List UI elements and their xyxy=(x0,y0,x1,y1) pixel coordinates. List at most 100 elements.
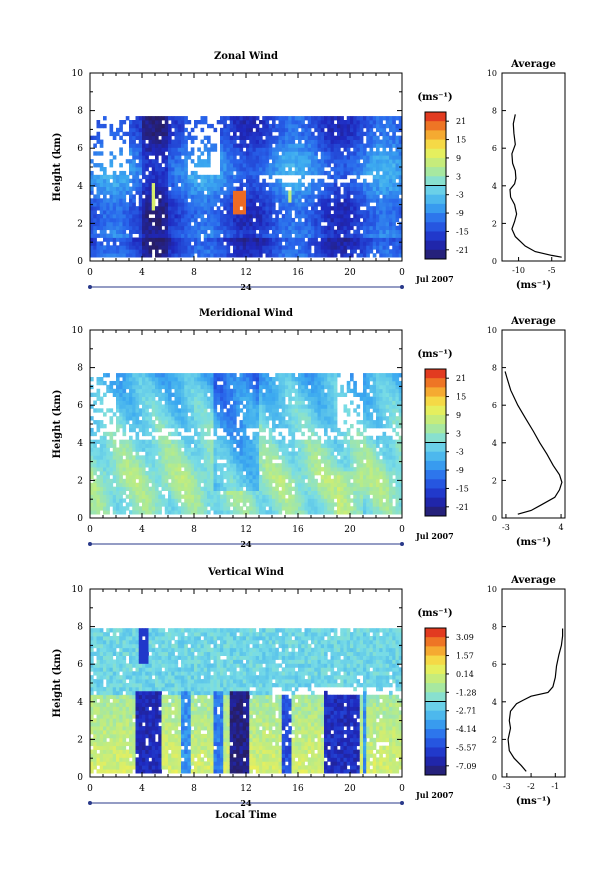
heatmap-cell xyxy=(346,139,351,144)
heatmap-cell xyxy=(158,241,162,246)
heatmap-cell xyxy=(376,229,380,234)
heatmap-cell xyxy=(158,163,162,168)
heatmap-cell xyxy=(311,120,315,125)
heatmap-cell xyxy=(106,249,110,254)
heatmap-cell xyxy=(90,502,94,507)
heatmap-cell xyxy=(226,431,231,437)
heatmap-cell xyxy=(369,245,374,250)
heatmap-cell xyxy=(259,214,263,219)
heatmap-cell xyxy=(90,178,94,184)
heatmap-cell xyxy=(259,151,263,156)
heatmap-cell xyxy=(213,420,218,425)
heatmap-cell xyxy=(265,194,270,199)
heatmap-cell xyxy=(194,120,198,125)
heatmap-cell xyxy=(161,151,166,156)
heatmap-cell xyxy=(242,127,247,133)
heatmap-cell xyxy=(392,116,396,121)
heatmap-cell xyxy=(119,400,123,405)
heatmap-cell xyxy=(278,431,283,437)
heatmap-cell xyxy=(242,194,247,199)
heatmap-cell xyxy=(171,474,175,480)
heatmap-cell xyxy=(233,420,237,425)
heatmap-cell xyxy=(272,194,276,199)
heatmap-cell xyxy=(181,163,185,168)
heatmap-cell xyxy=(197,486,201,491)
heatmap-cell xyxy=(129,380,133,386)
heatmap-cell xyxy=(281,506,286,511)
heatmap-cell xyxy=(174,221,179,227)
heatmap-cell xyxy=(259,221,263,227)
heatmap-cell xyxy=(125,253,130,258)
heatmap-cell xyxy=(207,139,211,144)
heatmap-cell xyxy=(109,471,114,476)
heatmap-cell xyxy=(197,194,201,199)
heatmap-cell xyxy=(242,249,247,254)
heatmap-cell xyxy=(119,404,123,409)
heatmap-cell xyxy=(359,253,364,258)
heatmap-cell xyxy=(194,506,198,511)
heatmap-cell xyxy=(200,424,205,429)
heatmap-cell xyxy=(112,186,117,191)
heatmap-cell xyxy=(262,420,266,425)
heatmap-cell xyxy=(158,467,162,472)
heatmap-cell xyxy=(187,373,192,378)
heatmap-cell xyxy=(330,182,335,187)
heatmap-cell xyxy=(194,163,198,168)
heatmap-cell xyxy=(200,174,205,180)
heatmap-cell xyxy=(155,510,159,515)
heatmap-cell xyxy=(174,384,179,390)
heatmap-cell xyxy=(340,155,344,160)
heatmap-cell xyxy=(194,174,198,180)
heatmap-cell xyxy=(395,229,400,234)
heatmap-cell xyxy=(151,174,156,180)
heatmap-cell xyxy=(216,435,221,441)
heatmap-cell xyxy=(278,439,283,444)
heatmap-cell xyxy=(142,237,146,242)
heatmap-cell xyxy=(164,459,169,464)
heatmap-cell xyxy=(327,127,331,133)
heatmap-cell xyxy=(320,225,325,231)
heatmap-cell xyxy=(138,253,143,258)
heatmap-cell xyxy=(294,147,299,152)
heatmap-cell xyxy=(138,241,143,246)
heatmap-cell xyxy=(265,221,270,227)
heatmap-cell xyxy=(132,404,136,409)
heatmap-cell xyxy=(304,131,309,137)
heatmap-cell xyxy=(226,194,231,199)
heatmap-cell xyxy=(255,490,260,495)
heatmap-cell xyxy=(382,127,387,133)
heatmap-cell xyxy=(242,170,247,176)
heatmap-cell xyxy=(369,229,374,234)
heatmap-cell xyxy=(138,233,143,238)
heatmap-cell xyxy=(106,431,110,437)
heatmap-cell xyxy=(356,143,361,148)
heatmap-cell xyxy=(389,123,393,129)
heatmap-cell xyxy=(210,186,214,191)
heatmap-cell xyxy=(398,178,403,184)
heatmap-cell xyxy=(233,447,237,452)
heatmap-cell xyxy=(363,159,367,164)
heatmap-cell xyxy=(207,151,211,156)
heatmap-cell xyxy=(106,467,110,472)
heatmap-cell xyxy=(210,467,214,472)
heatmap-cell xyxy=(307,135,312,140)
heatmap-cell xyxy=(376,155,380,160)
heatmap-cell xyxy=(288,194,292,199)
heatmap-cell xyxy=(366,253,370,258)
heatmap-cell xyxy=(233,439,237,444)
heatmap-cell xyxy=(190,404,195,409)
heatmap-cell xyxy=(278,127,283,133)
heatmap-cell xyxy=(93,225,97,231)
heatmap-cell xyxy=(93,510,97,515)
heatmap-cell xyxy=(151,467,156,472)
heatmap-cell xyxy=(116,214,120,219)
heatmap-cell xyxy=(268,123,273,129)
heatmap-cell xyxy=(112,237,117,242)
heatmap-cell xyxy=(249,163,253,168)
heatmap-cell xyxy=(369,206,374,211)
heatmap-cell xyxy=(239,396,244,401)
heatmap-cell xyxy=(155,373,159,378)
heatmap-cell xyxy=(252,253,257,258)
heatmap-cell xyxy=(220,120,224,125)
heatmap-cell xyxy=(262,447,266,452)
